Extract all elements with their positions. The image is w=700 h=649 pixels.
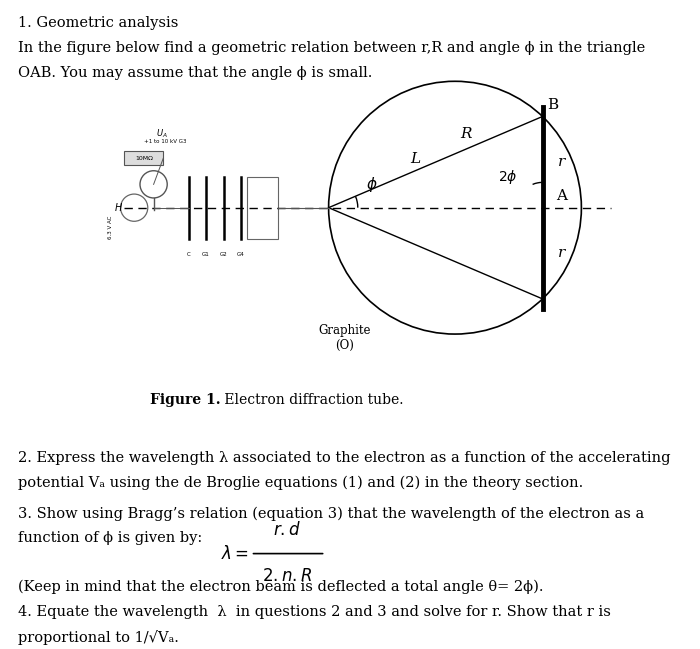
Text: r: r [559, 155, 566, 169]
Text: G2: G2 [220, 252, 228, 258]
Text: H: H [115, 202, 122, 213]
Text: In the figure below find a geometric relation between r,R and angle ϕ in the tri: In the figure below find a geometric rel… [18, 41, 645, 55]
Text: 10MΩ: 10MΩ [135, 156, 153, 160]
Text: function of ϕ is given by:: function of ϕ is given by: [18, 531, 202, 545]
Text: L: L [411, 153, 421, 166]
Text: Graphite
(O): Graphite (O) [318, 324, 370, 352]
Text: 6.3 V AC: 6.3 V AC [108, 215, 113, 239]
Text: r: r [559, 246, 566, 260]
Text: $2\phi$: $2\phi$ [498, 167, 517, 186]
Text: $\lambda = $: $\lambda = $ [220, 545, 248, 563]
Text: (Keep in mind that the electron beam is deflected a total angle θ= 2ϕ).: (Keep in mind that the electron beam is … [18, 580, 543, 594]
Text: potential Vₐ using the de Broglie equations (1) and (2) in the theory section.: potential Vₐ using the de Broglie equati… [18, 476, 582, 490]
Text: R: R [461, 127, 472, 141]
Text: proportional to 1/√Vₐ.: proportional to 1/√Vₐ. [18, 630, 178, 644]
Text: G4: G4 [237, 252, 245, 258]
Text: 2. Express the wavelength λ associated to the electron as a function of the acce: 2. Express the wavelength λ associated t… [18, 451, 670, 465]
Text: B: B [547, 98, 558, 112]
Text: 4. Equate the wavelength  λ  in questions 2 and 3 and solve for r. Show that r i: 4. Equate the wavelength λ in questions … [18, 605, 610, 619]
Text: $U_A$: $U_A$ [155, 128, 167, 140]
Bar [247, 177, 278, 239]
Text: $\phi$: $\phi$ [365, 175, 377, 194]
Text: $2. n. R$: $2. n. R$ [262, 568, 312, 585]
Text: C: C [187, 252, 190, 258]
Text: 1. Geometric analysis: 1. Geometric analysis [18, 16, 178, 31]
Text: Figure 1.: Figure 1. [150, 393, 221, 407]
Text: +1 to 10 kV G3: +1 to 10 kV G3 [144, 139, 186, 144]
Text: 3. Show using Bragg’s relation (equation 3) that the wavelength of the electron : 3. Show using Bragg’s relation (equation… [18, 506, 644, 520]
Text: Electron diffraction tube.: Electron diffraction tube. [220, 393, 404, 407]
Bar [125, 151, 163, 165]
Text: G1: G1 [202, 252, 210, 258]
Text: $r.d$: $r.d$ [273, 521, 301, 539]
Text: OAB. You may assume that the angle ϕ is small.: OAB. You may assume that the angle ϕ is … [18, 66, 372, 80]
Text: A: A [556, 189, 567, 203]
